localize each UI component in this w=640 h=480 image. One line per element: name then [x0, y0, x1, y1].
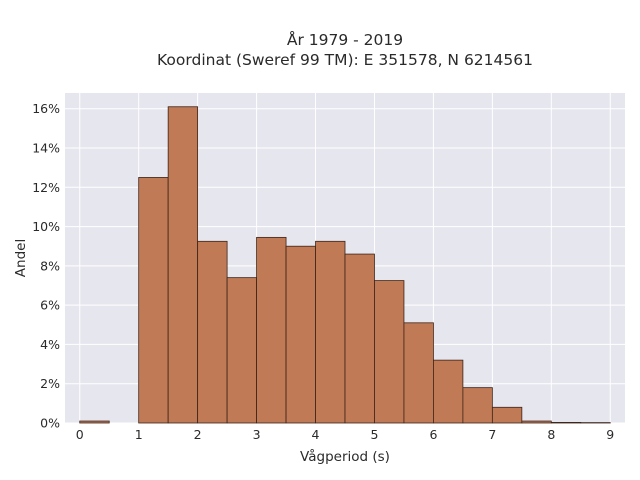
y-tick-label: 14% [32, 141, 60, 156]
histogram-bar [521, 420, 552, 424]
x-tick-label: 6 [429, 427, 437, 442]
y-tick-label: 2% [40, 376, 60, 391]
histogram-bar [433, 359, 464, 424]
histogram-bar [167, 106, 199, 424]
histogram-bar [256, 236, 287, 424]
x-tick-label: 3 [253, 427, 261, 442]
histogram-bar [462, 387, 493, 424]
histogram-bar [491, 406, 523, 424]
histogram-bar [197, 240, 228, 424]
y-tick-label: 6% [40, 298, 60, 313]
chart-title-line2: Koordinat (Sweref 99 TM): E 351578, N 62… [157, 51, 533, 69]
x-tick-label: 7 [488, 427, 496, 442]
histogram-bar [344, 253, 375, 424]
x-tick-label: 8 [547, 427, 555, 442]
x-tick-label: 0 [76, 427, 84, 442]
x-axis-label: Vågperiod (s) [300, 448, 390, 465]
x-tick-label: 1 [135, 427, 143, 442]
x-tick-label: 4 [312, 427, 320, 442]
x-tick-label: 9 [606, 427, 614, 442]
histogram-bar [285, 245, 316, 424]
histogram-bar [374, 280, 405, 424]
histogram-bar [79, 420, 110, 424]
x-tick-labels: 0 1 2 3 4 5 6 7 8 9 [76, 427, 615, 442]
y-tick-label: 12% [32, 180, 60, 195]
y-tick-label: 16% [32, 101, 60, 116]
histogram-bar [315, 240, 346, 424]
y-tick-label: 10% [32, 219, 60, 234]
y-tick-label: 4% [40, 337, 60, 352]
histogram-bar [550, 422, 582, 424]
histogram-bar [138, 177, 169, 424]
histogram-bar [226, 277, 257, 424]
chart-title-line1: År 1979 - 2019 [287, 30, 403, 49]
bars-layer [79, 106, 611, 424]
y-tick-label: 0% [40, 416, 60, 431]
x-tick-label: 5 [370, 427, 378, 442]
y-tick-labels: 0% 2% 4% 6% 8% 10% 12% 14% 16% [32, 101, 60, 430]
y-axis-label: Andel [13, 239, 29, 277]
histogram-bar [403, 322, 434, 424]
y-tick-label: 8% [40, 258, 60, 273]
x-tick-label: 2 [194, 427, 202, 442]
